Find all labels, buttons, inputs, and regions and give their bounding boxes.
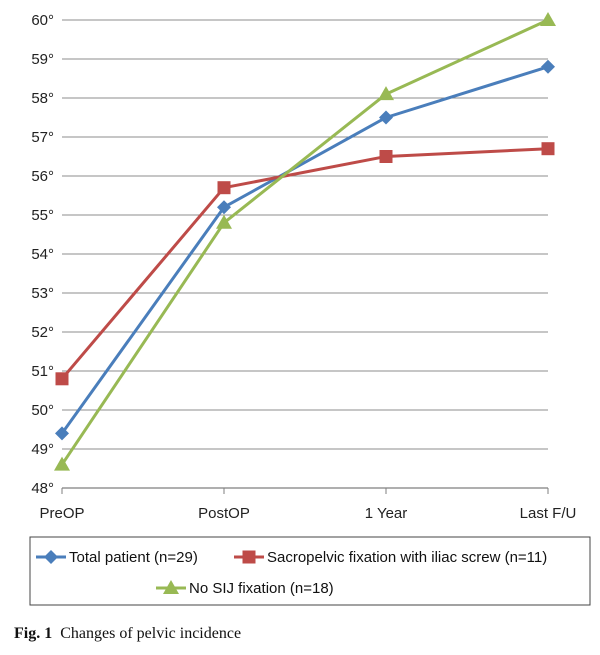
data-point — [55, 426, 69, 441]
gridlines — [62, 19, 548, 489]
series-lines — [54, 12, 556, 471]
data-point — [541, 59, 555, 74]
line-chart: 48°49°50°51°52°53°54°55°56°57°58°59°60° … — [29, 12, 591, 606]
y-tick-label: 58° — [31, 90, 54, 107]
series-line — [60, 18, 549, 466]
y-tick-label: 54° — [31, 246, 54, 263]
y-axis-ticks: 48° 49° 50° 51° 52° 53° 54° 55° 56° 57° 58° 59° 60° — [31, 12, 54, 497]
data-point — [540, 12, 556, 26]
legend-item: Total patient (n=29) — [36, 549, 198, 566]
legend-label: Total patient (n=29) — [69, 549, 198, 566]
y-tick-label: 50° — [31, 402, 54, 419]
y-tick-label: 52° — [31, 324, 54, 341]
data-point — [217, 181, 231, 195]
data-point — [378, 86, 394, 101]
data-point — [217, 200, 231, 215]
legend-box — [29, 536, 591, 606]
y-tick-label: 59° — [31, 51, 54, 68]
legend-label: No SIJ fixation (n=18) — [189, 580, 334, 597]
y-tick-label: 60° — [31, 12, 54, 29]
figure-caption: Fig. 1 Changes of pelvic incidence — [14, 625, 241, 643]
series-3 — [54, 12, 556, 471]
x-axis-ticks: PreOP PostOP 1 Year Last F/U — [39, 505, 576, 522]
figure-label: Fig. 1 — [14, 625, 53, 642]
legend-marker — [44, 550, 58, 564]
data-point — [55, 372, 69, 386]
figure-caption-text: Changes of pelvic incidence — [60, 625, 242, 642]
legend-marker — [242, 550, 256, 564]
y-tick-label: 56° — [31, 168, 54, 185]
y-tick-label: 53° — [31, 285, 54, 302]
legend-item: Sacropelvic fixation with iliac screw (n… — [234, 549, 547, 566]
series-line — [60, 65, 549, 435]
legend-label: Sacropelvic fixation with iliac screw (n… — [267, 549, 547, 566]
y-tick-label: 55° — [31, 207, 54, 224]
data-point — [216, 214, 232, 229]
series-1 — [55, 59, 555, 441]
x-tick-label: PreOP — [39, 505, 84, 522]
y-tick-label: 57° — [31, 129, 54, 146]
data-point — [379, 150, 393, 163]
data-point — [541, 142, 555, 156]
legend: Total patient (n=29) Sacropelvic fixation… — [29, 536, 591, 606]
y-tick-label: 49° — [31, 441, 54, 458]
data-point — [379, 110, 393, 125]
x-tick-label: 1 Year — [365, 505, 408, 522]
data-point — [54, 456, 70, 471]
x-tick-label: Last F/U — [520, 505, 577, 522]
x-axis — [61, 487, 549, 494]
legend-marker — [163, 580, 179, 594]
y-tick-label: 51° — [31, 363, 54, 380]
y-tick-label: 48° — [31, 480, 54, 497]
series-2 — [55, 142, 555, 386]
x-tick-label: PostOP — [198, 505, 250, 522]
legend-item: No SIJ fixation (n=18) — [156, 580, 334, 597]
series-line — [60, 147, 549, 380]
